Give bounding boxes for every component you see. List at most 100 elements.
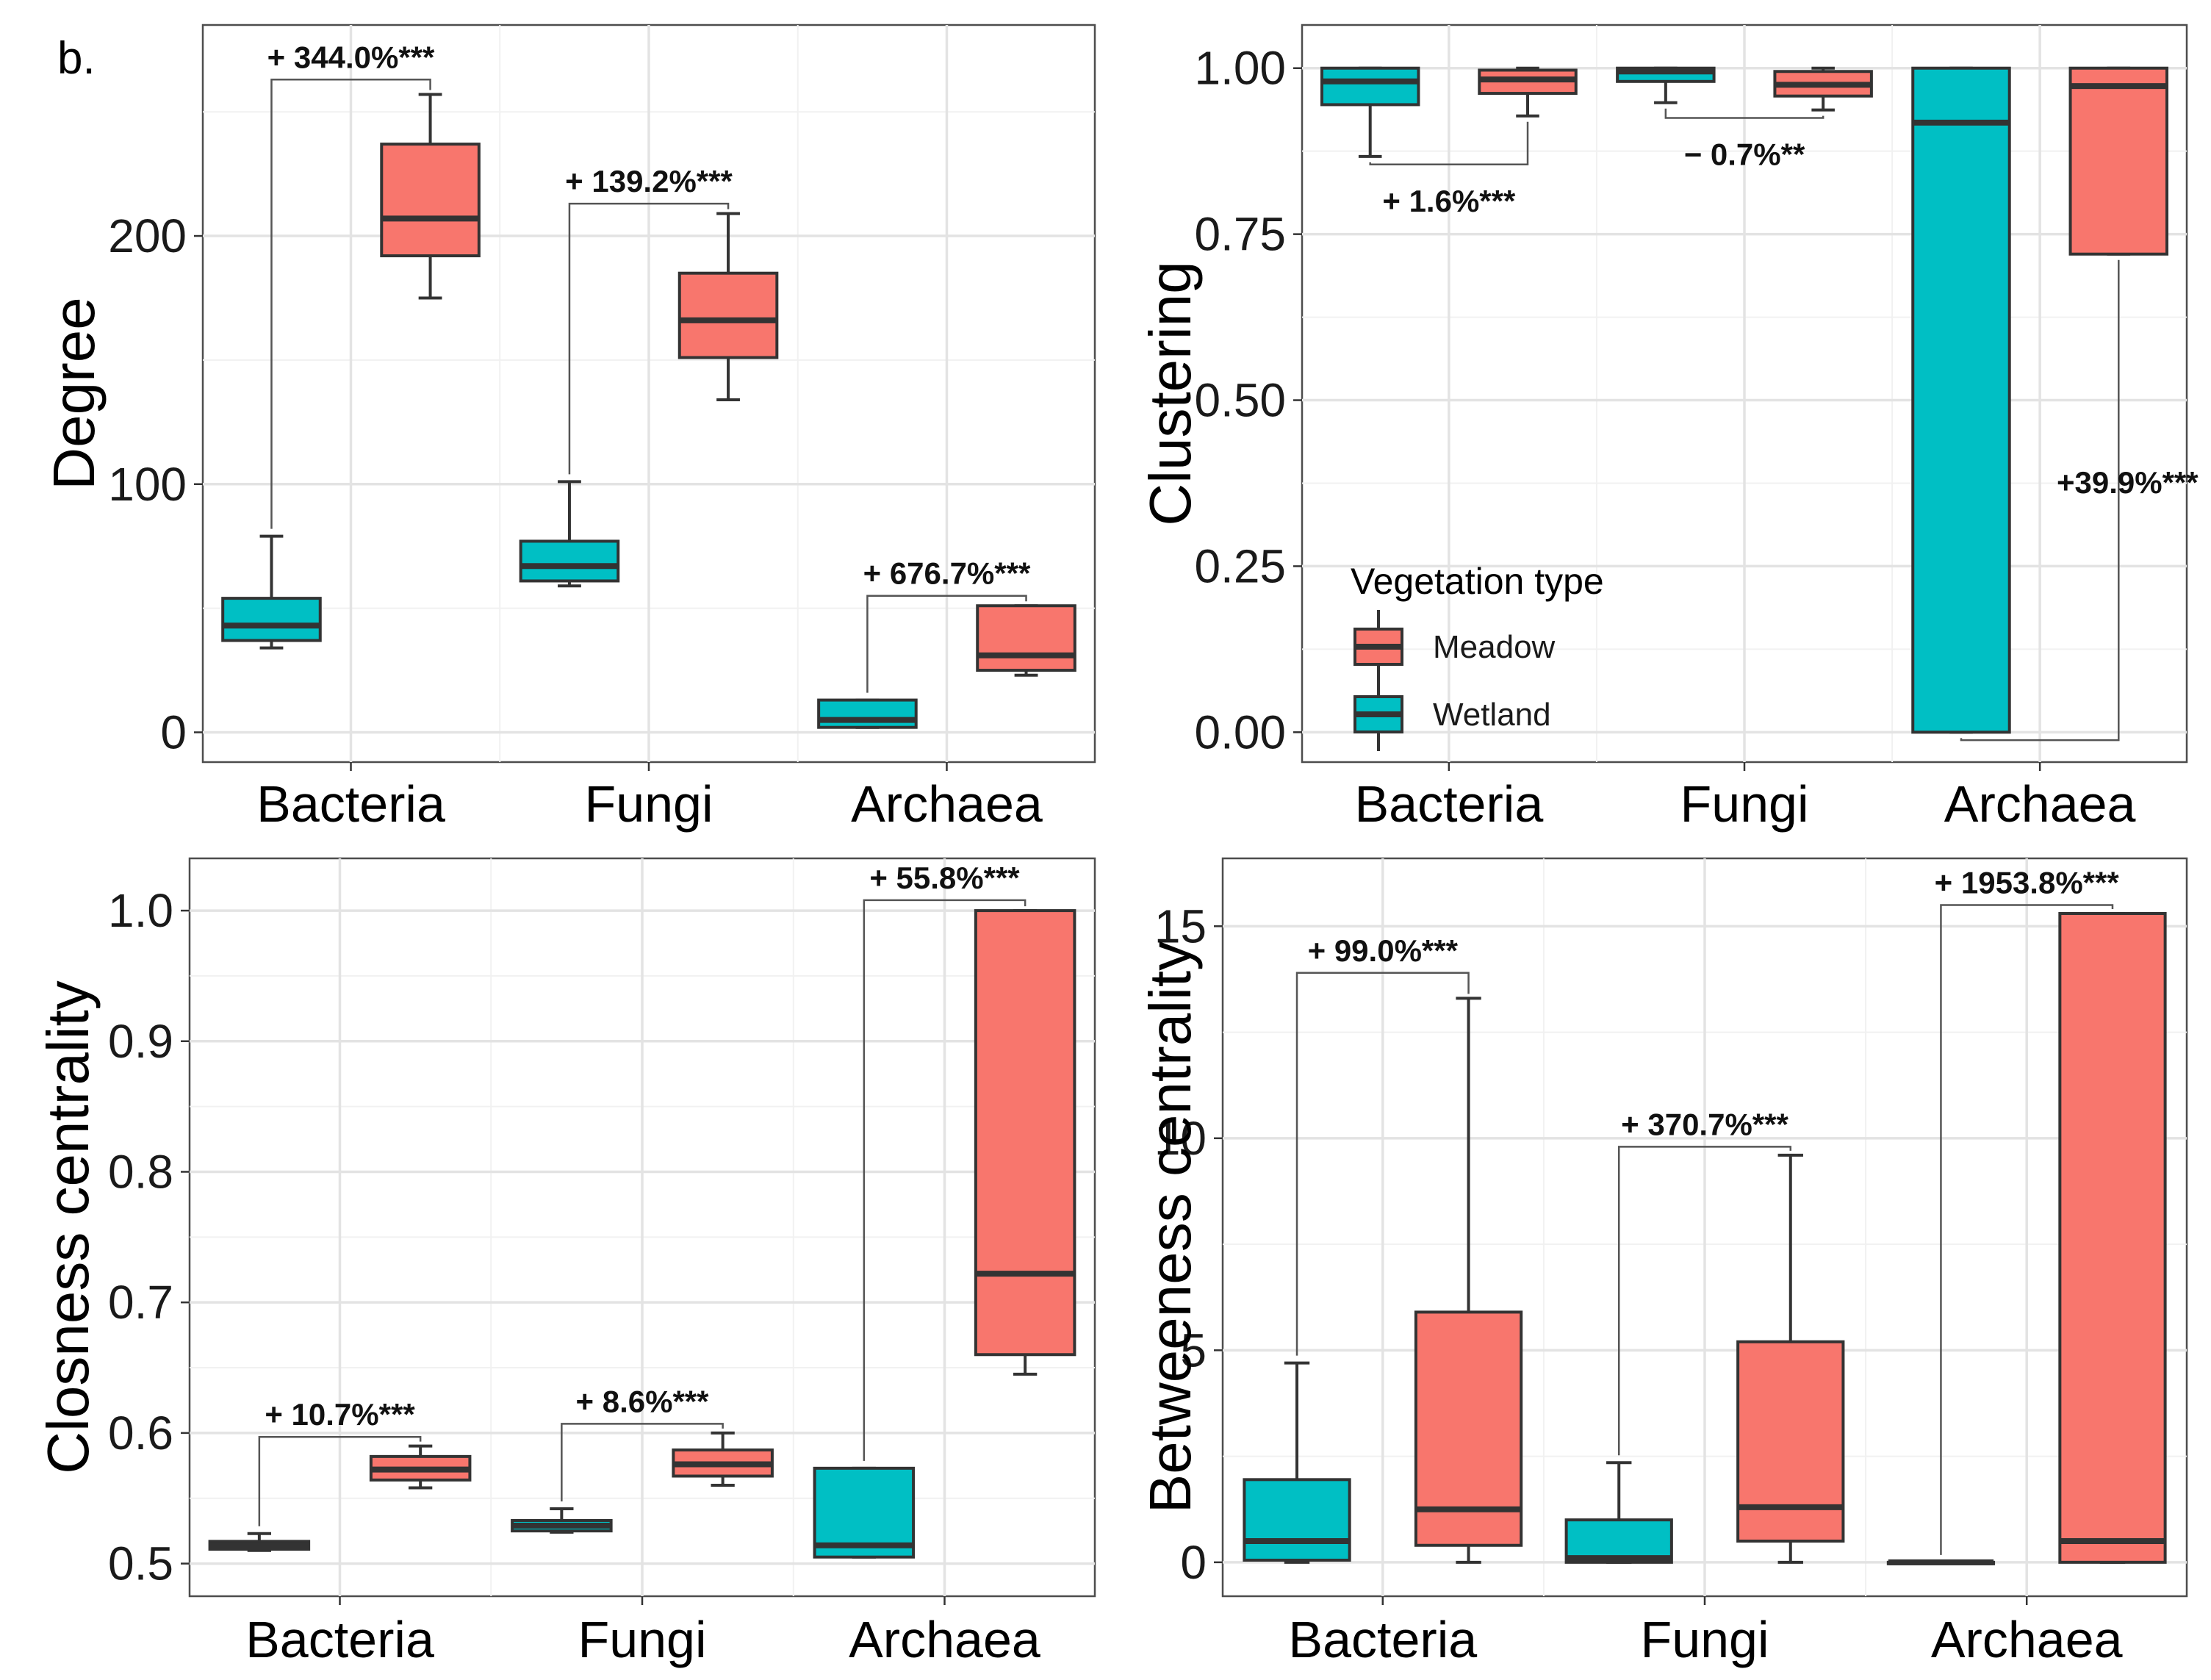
box-wetland-fungi: [1616, 66, 1716, 104]
y-tick-label: 1.0: [108, 884, 173, 937]
y-tick-label: 0.9: [108, 1015, 173, 1068]
significance-label: + 99.0%***: [1308, 933, 1459, 968]
x-category-label: Fungi: [584, 775, 713, 833]
x-category-label: Archaea: [851, 775, 1043, 833]
x-category-label: Bacteria: [1354, 775, 1543, 833]
box-wetland-fungi: [519, 480, 620, 588]
y-tick-label: 1.00: [1194, 42, 1286, 95]
significance-label: + 676.7%***: [863, 556, 1031, 591]
significance-label: +39.9%***: [2057, 465, 2199, 500]
significance-label: + 10.7%***: [265, 1397, 415, 1432]
box-iqr: [380, 143, 481, 258]
y-tick-label: 0.5: [108, 1537, 173, 1590]
box-meadow-archaea: [976, 604, 1076, 677]
x-category-label: Bacteria: [256, 775, 445, 833]
significance-bracket: [1369, 121, 1529, 166]
box-meadow-archaea: [2068, 66, 2169, 256]
box-iqr: [1911, 66, 2011, 734]
significance-bracket: [561, 1423, 724, 1501]
box-wetland-bacteria: [1243, 1361, 1351, 1564]
y-tick-label: 0.7: [108, 1276, 173, 1329]
significance-bracket: [1960, 259, 2120, 742]
y-axis-title: Clustering: [1137, 261, 1203, 525]
x-category-label: Bacteria: [245, 1611, 434, 1668]
y-tick-label: 5: [1180, 1324, 1207, 1376]
box-wetland-fungi: [1564, 1461, 1673, 1564]
significance-annotation-fungi: + 8.6%***: [561, 1384, 724, 1501]
box-iqr: [2058, 912, 2167, 1564]
box-meadow-bacteria: [1478, 66, 1578, 118]
legend-label: Wetland: [1433, 697, 1551, 733]
box-meadow-fungi: [672, 1431, 774, 1487]
significance-label: + 344.0%***: [267, 40, 435, 74]
box-meadow-fungi: [677, 212, 779, 401]
significance-annotation-fungi: − 0.7%**: [1664, 108, 1824, 172]
box-iqr: [1736, 1340, 1845, 1543]
box-meadow-fungi: [1773, 66, 1873, 112]
legend-item-wetland: Wetland: [1353, 678, 1551, 751]
significance-annotation-archaea: + 676.7%***: [863, 556, 1031, 693]
box-wetland-bacteria: [1320, 66, 1420, 158]
significance-label: + 1953.8%***: [1935, 865, 2120, 900]
significance-bracket: [270, 79, 431, 529]
box-meadow-bacteria: [1414, 997, 1523, 1564]
y-tick-label: 0.50: [1194, 374, 1286, 427]
significance-annotation-archaea: + 1953.8%***: [1935, 865, 2120, 1555]
significance-annotation-fungi: + 370.7%***: [1617, 1107, 1792, 1456]
legend-item-meadow: Meadow: [1353, 610, 1556, 683]
significance-bracket: [258, 1435, 422, 1526]
box-wetland-archaea: [1886, 1559, 1996, 1565]
significance-annotation-fungi: + 139.2%***: [565, 164, 733, 475]
box-meadow-fungi: [1736, 1153, 1845, 1564]
y-tick-label: 0: [160, 706, 187, 758]
panel-closeness: 0.5 0.6 0.7 0.8 0.9 1.0 Bacteria Fungi Archaea Cl…: [35, 857, 1096, 1668]
box-meadow-bacteria: [380, 93, 481, 300]
x-category-label: Fungi: [1680, 775, 1808, 833]
box-iqr: [974, 909, 1076, 1357]
x-category-label: Fungi: [1640, 1611, 1769, 1668]
significance-label: + 139.2%***: [565, 164, 733, 198]
significance-annotation-bacteria: + 99.0%***: [1295, 933, 1470, 1356]
box-meadow-archaea: [974, 909, 1076, 1376]
box-wetland-bacteria: [208, 1532, 311, 1552]
significance-label: + 370.7%***: [1621, 1107, 1788, 1141]
box-wetland-archaea: [1911, 66, 2011, 734]
significance-bracket: [1940, 904, 2114, 1555]
box-iqr: [677, 271, 779, 359]
x-category-label: Archaea: [1931, 1611, 2123, 1668]
box-meadow-archaea: [2058, 912, 2167, 1564]
x-category-label: Archaea: [849, 1611, 1040, 1668]
legend-items: Meadow Wetland: [1353, 610, 1556, 751]
panel-letter: b.: [57, 33, 96, 84]
significance-bracket: [1295, 972, 1470, 1356]
y-axis-title: Closness centrality: [35, 980, 101, 1473]
panel-degree: 0 100 200 Bacteria Fungi Archaea Degree + 344.0…: [41, 24, 1096, 833]
box-iqr: [2068, 66, 2169, 256]
box-meadow-bacteria: [369, 1444, 472, 1490]
significance-label: + 55.8%***: [869, 861, 1020, 895]
y-tick-label: 0.75: [1194, 208, 1286, 261]
box-wetland-bacteria: [221, 534, 322, 650]
significance-annotation-bacteria: + 1.6%***: [1369, 121, 1529, 218]
x-category-label: Fungi: [578, 1611, 706, 1668]
box-wetland-archaea: [813, 1466, 916, 1559]
box-iqr: [221, 597, 322, 642]
box-wetland-fungi: [511, 1507, 613, 1534]
x-category-label: Bacteria: [1288, 1611, 1477, 1668]
significance-annotation-bacteria: + 344.0%***: [267, 40, 435, 529]
significance-annotation-archaea: +39.9%***: [1960, 259, 2199, 742]
panel-betweenness: 0 5 10 15 Bacteria Fungi Archaea Betweeness cen…: [1137, 857, 2188, 1668]
x-category-label: Archaea: [1944, 775, 2136, 833]
y-tick-label: 10: [1154, 1112, 1207, 1165]
significance-bracket: [1617, 1146, 1792, 1456]
panel-clustering: 0.00 0.25 0.50 0.75 1.00 Bacteria Fungi Archaea…: [1137, 24, 2199, 833]
significance-bracket: [866, 595, 1027, 693]
y-tick-label: 100: [108, 458, 187, 511]
box-iqr: [813, 1466, 916, 1559]
y-tick-label: 200: [108, 209, 187, 262]
box-iqr: [976, 604, 1076, 672]
significance-label: + 8.6%***: [576, 1384, 710, 1418]
legend-title: Vegetation type: [1351, 561, 1604, 602]
